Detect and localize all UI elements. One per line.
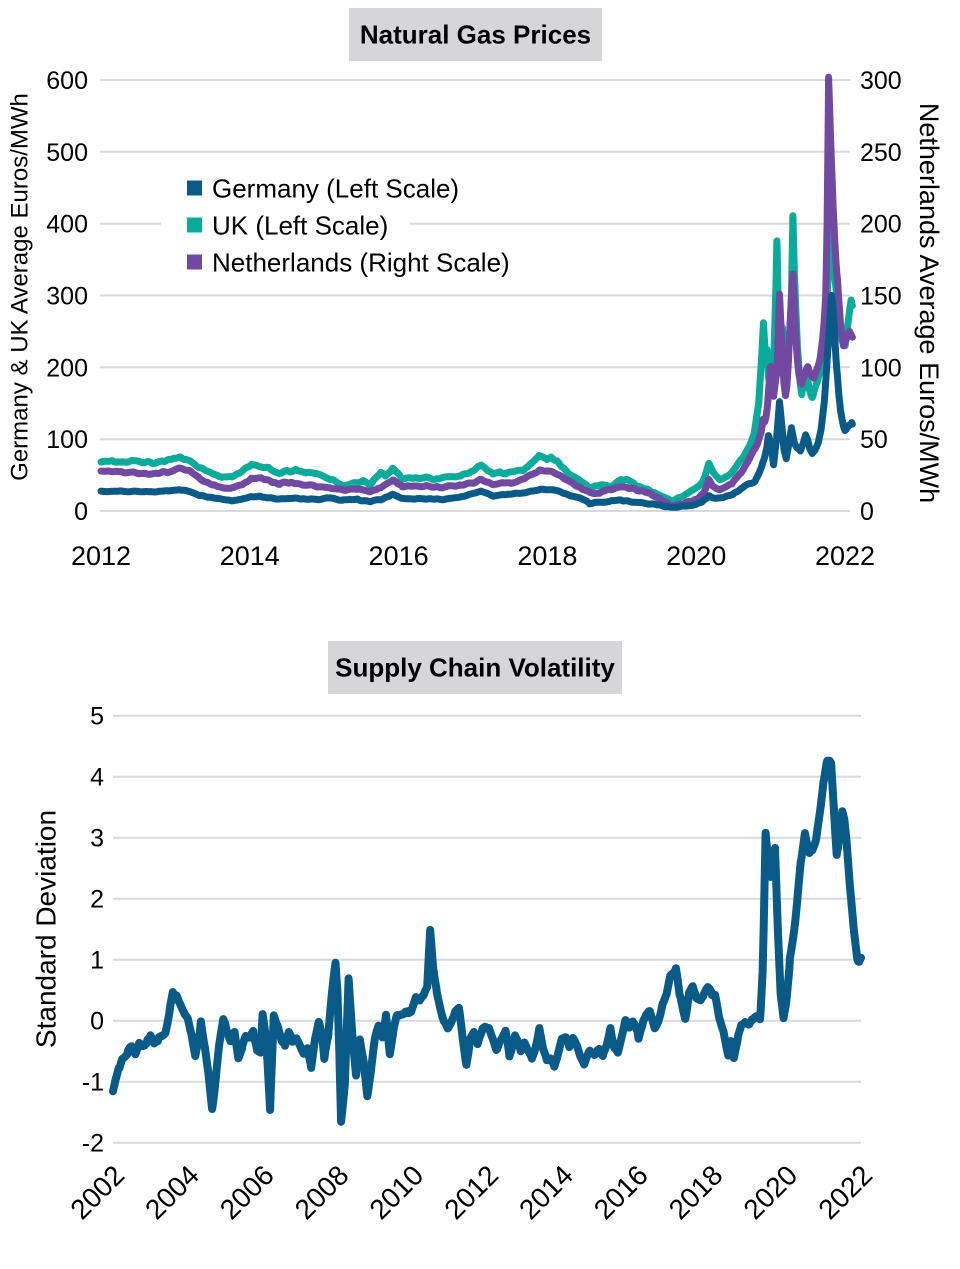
svg-text:Natural Gas Prices: Natural Gas Prices <box>360 20 591 50</box>
svg-text:300: 300 <box>860 67 902 95</box>
svg-text:500: 500 <box>46 139 88 167</box>
svg-text:150: 150 <box>860 283 902 311</box>
svg-text:Standard Deviation: Standard Deviation <box>31 810 62 1048</box>
svg-text:100: 100 <box>860 354 902 382</box>
svg-text:600: 600 <box>46 67 88 95</box>
svg-text:Germany & UK Average Euros/MWh: Germany & UK Average Euros/MWh <box>7 93 34 481</box>
svg-text:1: 1 <box>90 947 104 975</box>
svg-text:UK (Left Scale): UK (Left Scale) <box>212 211 388 241</box>
svg-text:0: 0 <box>860 498 874 526</box>
svg-text:3: 3 <box>90 825 104 853</box>
svg-text:Germany (Left Scale): Germany (Left Scale) <box>212 174 459 204</box>
svg-text:2016: 2016 <box>369 541 429 571</box>
svg-text:100: 100 <box>46 426 88 454</box>
svg-text:200: 200 <box>46 354 88 382</box>
svg-text:400: 400 <box>46 211 88 239</box>
svg-text:2012: 2012 <box>71 541 131 571</box>
svg-text:0: 0 <box>74 498 88 526</box>
svg-text:2022: 2022 <box>815 541 875 571</box>
svg-text:2020: 2020 <box>666 541 726 571</box>
svg-text:-1: -1 <box>82 1069 104 1097</box>
svg-text:Netherlands (Right Scale): Netherlands (Right Scale) <box>212 248 510 278</box>
svg-text:2014: 2014 <box>220 541 280 571</box>
svg-text:5: 5 <box>90 703 104 731</box>
svg-text:300: 300 <box>46 283 88 311</box>
svg-text:0: 0 <box>90 1008 104 1036</box>
svg-text:250: 250 <box>860 139 902 167</box>
svg-text:2018: 2018 <box>517 541 577 571</box>
svg-text:Netherlands Average Euros/MWh: Netherlands Average Euros/MWh <box>914 103 944 503</box>
svg-text:50: 50 <box>860 426 888 454</box>
svg-text:4: 4 <box>90 764 104 792</box>
svg-text:2: 2 <box>90 886 104 914</box>
svg-text:200: 200 <box>860 211 902 239</box>
svg-text:-2: -2 <box>82 1130 104 1158</box>
svg-text:Supply Chain Volatility: Supply Chain Volatility <box>335 653 615 683</box>
